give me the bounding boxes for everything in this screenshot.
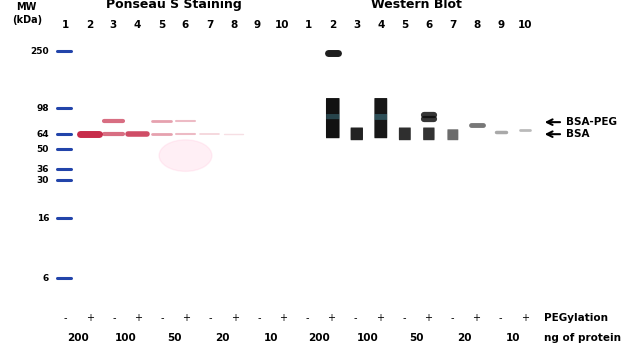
Text: -: - xyxy=(354,313,357,323)
Text: -: - xyxy=(257,313,261,323)
Text: 10: 10 xyxy=(506,333,520,343)
Text: 50: 50 xyxy=(167,333,181,343)
Text: -: - xyxy=(63,313,67,323)
Text: 2: 2 xyxy=(86,20,93,30)
Text: 36: 36 xyxy=(36,164,49,174)
FancyBboxPatch shape xyxy=(374,114,387,120)
Text: 8: 8 xyxy=(230,20,237,30)
Text: 200: 200 xyxy=(67,333,89,343)
Text: +: + xyxy=(230,313,239,323)
Text: 50: 50 xyxy=(409,333,423,343)
Text: 3: 3 xyxy=(110,20,117,30)
Text: 100: 100 xyxy=(115,333,137,343)
Text: 20: 20 xyxy=(457,333,472,343)
Text: +: + xyxy=(521,313,529,323)
Text: Ponseau S Staining: Ponseau S Staining xyxy=(106,0,241,11)
Text: +: + xyxy=(327,313,335,323)
FancyBboxPatch shape xyxy=(447,129,458,140)
Text: -: - xyxy=(450,313,454,323)
Text: 100: 100 xyxy=(357,333,379,343)
Text: 1: 1 xyxy=(305,20,312,30)
Text: -: - xyxy=(305,313,309,323)
Text: 30: 30 xyxy=(36,176,49,185)
Text: +: + xyxy=(424,313,432,323)
Text: 98: 98 xyxy=(36,104,49,113)
FancyBboxPatch shape xyxy=(399,127,411,140)
Text: Western Blot: Western Blot xyxy=(371,0,462,11)
Text: +: + xyxy=(376,313,384,323)
Text: 2: 2 xyxy=(329,20,337,30)
Text: 6: 6 xyxy=(182,20,189,30)
Text: +: + xyxy=(85,313,94,323)
Text: -: - xyxy=(499,313,502,323)
Text: 200: 200 xyxy=(308,333,330,343)
Text: 3: 3 xyxy=(353,20,360,30)
Text: 10: 10 xyxy=(264,333,278,343)
Text: 7: 7 xyxy=(206,20,213,30)
Text: +: + xyxy=(279,313,287,323)
Text: 64: 64 xyxy=(36,130,49,139)
Text: ng of protein: ng of protein xyxy=(544,333,620,343)
FancyBboxPatch shape xyxy=(374,98,387,138)
FancyBboxPatch shape xyxy=(326,114,340,119)
Text: 6: 6 xyxy=(43,274,49,282)
Text: 10: 10 xyxy=(274,20,289,30)
Text: MW: MW xyxy=(16,2,37,12)
Text: 50: 50 xyxy=(36,145,49,154)
Text: 4: 4 xyxy=(134,20,141,30)
Text: +: + xyxy=(182,313,190,323)
FancyBboxPatch shape xyxy=(423,127,435,140)
Text: BSA-PEG: BSA-PEG xyxy=(566,117,617,127)
Text: 250: 250 xyxy=(31,47,49,56)
Text: 10: 10 xyxy=(517,20,532,30)
Text: -: - xyxy=(402,313,406,323)
Text: 6: 6 xyxy=(425,20,433,30)
Text: 16: 16 xyxy=(36,214,49,223)
Text: -: - xyxy=(112,313,116,323)
Ellipse shape xyxy=(159,140,212,172)
Text: 20: 20 xyxy=(215,333,230,343)
Text: 1: 1 xyxy=(62,20,69,30)
Text: 9: 9 xyxy=(254,20,261,30)
Text: (kDa): (kDa) xyxy=(12,15,41,25)
Text: -: - xyxy=(208,313,212,323)
Text: -: - xyxy=(160,313,164,323)
Text: 8: 8 xyxy=(474,20,480,30)
Text: 5: 5 xyxy=(401,20,408,30)
Text: +: + xyxy=(134,313,142,323)
Text: BSA: BSA xyxy=(566,129,589,139)
Text: 9: 9 xyxy=(497,20,504,30)
FancyBboxPatch shape xyxy=(350,127,363,140)
FancyBboxPatch shape xyxy=(326,98,340,138)
Text: 4: 4 xyxy=(377,20,384,30)
Text: 5: 5 xyxy=(158,20,165,30)
Text: +: + xyxy=(472,313,480,323)
Text: PEGylation: PEGylation xyxy=(544,313,608,323)
Text: 7: 7 xyxy=(449,20,457,30)
